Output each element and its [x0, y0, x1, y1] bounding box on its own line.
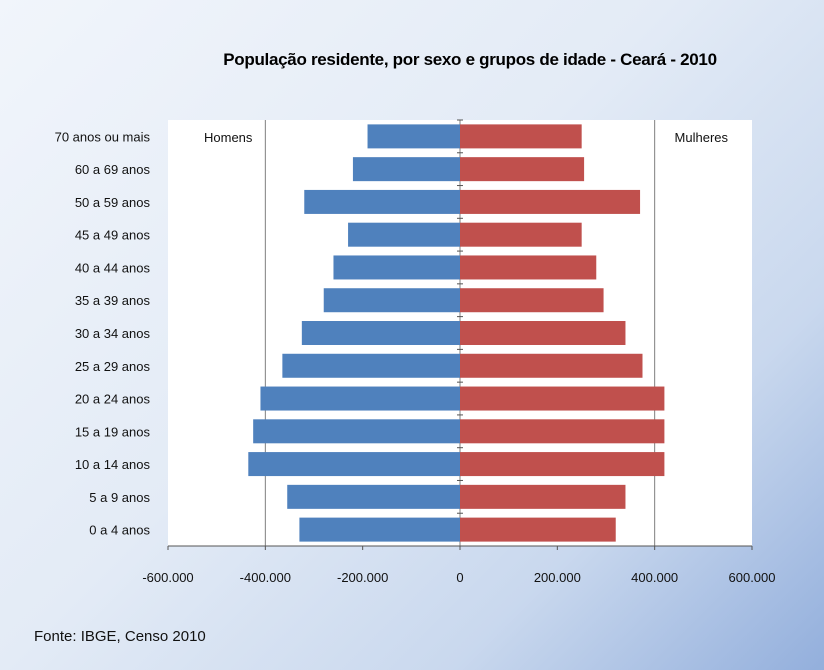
bar-homens	[253, 419, 460, 444]
bar-homens	[301, 321, 460, 345]
category-label: 5 a 9 anos	[89, 490, 150, 505]
bar-mulheres	[460, 419, 665, 444]
category-label: 25 a 29 anos	[75, 359, 151, 374]
bar-homens	[352, 157, 460, 182]
bar-homens	[299, 517, 460, 542]
bar-homens	[333, 255, 460, 280]
category-label: 60 a 69 anos	[75, 162, 151, 177]
bar-mulheres	[460, 189, 641, 214]
bar-mulheres	[460, 222, 582, 247]
bar-homens	[282, 353, 460, 378]
legend-homens: Homens	[204, 130, 253, 145]
bar-homens	[304, 189, 460, 214]
x-tick-label: -400.000	[240, 570, 291, 585]
source-note: Fonte: IBGE, Censo 2010	[34, 628, 206, 645]
category-label: 15 a 19 anos	[75, 424, 151, 439]
category-label: 45 a 49 anos	[75, 228, 151, 243]
bar-homens	[367, 124, 460, 149]
bar-mulheres	[460, 255, 597, 280]
bar-homens	[248, 452, 460, 477]
category-label: 30 a 34 anos	[75, 326, 151, 341]
chart-title: População residente, por sexo e grupos d…	[223, 50, 717, 69]
x-tick-label: 200.000	[534, 570, 581, 585]
x-tick-label: -600.000	[142, 570, 193, 585]
bar-mulheres	[460, 386, 665, 411]
bar-homens	[260, 386, 460, 411]
bar-homens	[287, 484, 460, 509]
x-tick-label: 600.000	[729, 570, 776, 585]
bar-mulheres	[460, 124, 582, 149]
category-label: 50 a 59 anos	[75, 195, 151, 210]
category-label: 10 a 14 anos	[75, 457, 151, 472]
bar-mulheres	[460, 353, 643, 378]
category-label: 40 a 44 anos	[75, 260, 151, 275]
category-label: 0 a 4 anos	[89, 523, 150, 538]
legend-mulheres: Mulheres	[675, 130, 729, 145]
x-tick-label: 400.000	[631, 570, 678, 585]
category-label: 70 anos ou mais	[55, 129, 151, 144]
bar-mulheres	[460, 484, 626, 509]
bar-homens	[348, 222, 460, 247]
x-tick-label: 0	[456, 570, 463, 585]
category-label: 35 a 39 anos	[75, 293, 151, 308]
bar-homens	[323, 288, 460, 313]
bar-mulheres	[460, 517, 616, 542]
bar-mulheres	[460, 157, 585, 182]
category-label: 20 a 24 anos	[75, 392, 151, 407]
bar-mulheres	[460, 321, 626, 345]
bar-mulheres	[460, 288, 604, 313]
x-tick-label: -200.000	[337, 570, 388, 585]
bar-mulheres	[460, 452, 665, 477]
